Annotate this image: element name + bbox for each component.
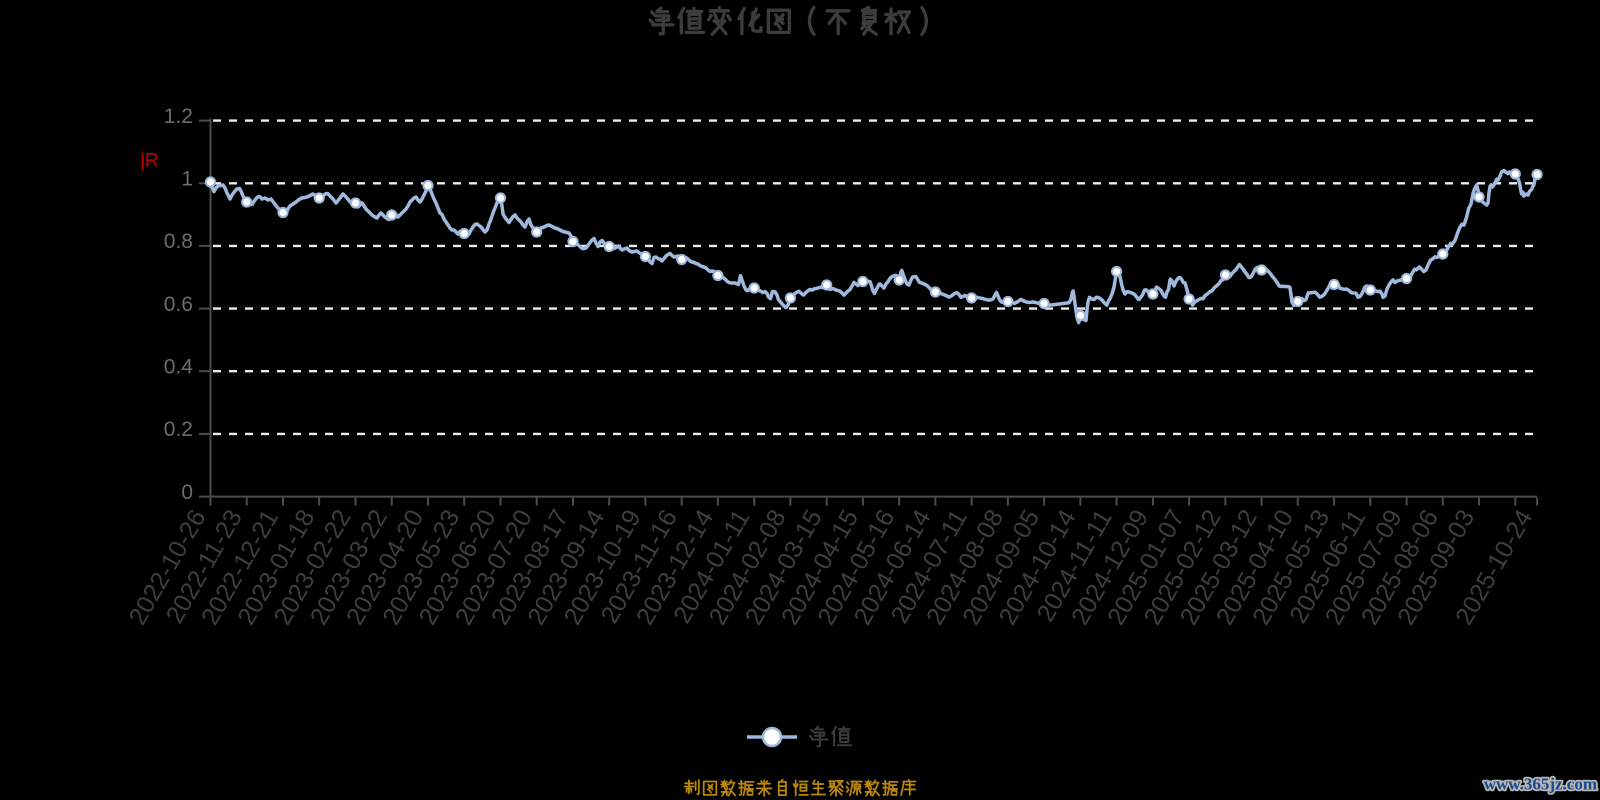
svg-text:1: 1 [181, 168, 193, 191]
svg-text:1.2: 1.2 [164, 105, 193, 128]
svg-text:0.4: 0.4 [164, 355, 194, 378]
svg-text:www.365jz.com: www.365jz.com [1484, 775, 1597, 794]
svg-text:|R: |R [140, 151, 159, 172]
svg-text:0.8: 0.8 [164, 230, 193, 253]
svg-text:0.2: 0.2 [164, 418, 193, 441]
svg-text:0: 0 [181, 481, 193, 504]
svg-text:0.6: 0.6 [164, 293, 193, 316]
